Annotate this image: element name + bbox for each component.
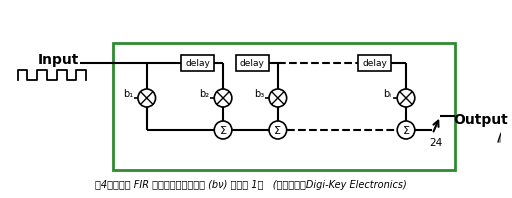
Text: 24: 24 bbox=[430, 138, 443, 148]
Text: Σ: Σ bbox=[274, 126, 281, 136]
Bar bbox=[181, 55, 214, 71]
Circle shape bbox=[269, 121, 287, 139]
Text: Input: Input bbox=[38, 53, 79, 67]
Text: 图4：此平均 FIR 数字滤波器中的系数 (bν) 均等于 1。   (图片来源：Digi-Key Electronics): 图4：此平均 FIR 数字滤波器中的系数 (bν) 均等于 1。 (图片来源：D… bbox=[95, 180, 407, 190]
Text: b₂: b₂ bbox=[199, 89, 209, 99]
Text: Output: Output bbox=[453, 113, 508, 127]
Bar bbox=[113, 43, 455, 170]
Text: Σ: Σ bbox=[220, 126, 226, 136]
Circle shape bbox=[214, 89, 232, 107]
Text: delay: delay bbox=[362, 58, 387, 68]
Text: bᵢ: bᵢ bbox=[383, 89, 392, 99]
Circle shape bbox=[214, 121, 232, 139]
Circle shape bbox=[138, 89, 156, 107]
Bar bbox=[236, 55, 269, 71]
Circle shape bbox=[397, 89, 415, 107]
Circle shape bbox=[269, 89, 287, 107]
Bar bbox=[358, 55, 391, 71]
Text: Σ: Σ bbox=[402, 126, 410, 136]
Text: delay: delay bbox=[240, 58, 265, 68]
Text: b₁: b₁ bbox=[123, 89, 133, 99]
Circle shape bbox=[397, 121, 415, 139]
Text: delay: delay bbox=[185, 58, 210, 68]
Text: b₃: b₃ bbox=[254, 89, 264, 99]
